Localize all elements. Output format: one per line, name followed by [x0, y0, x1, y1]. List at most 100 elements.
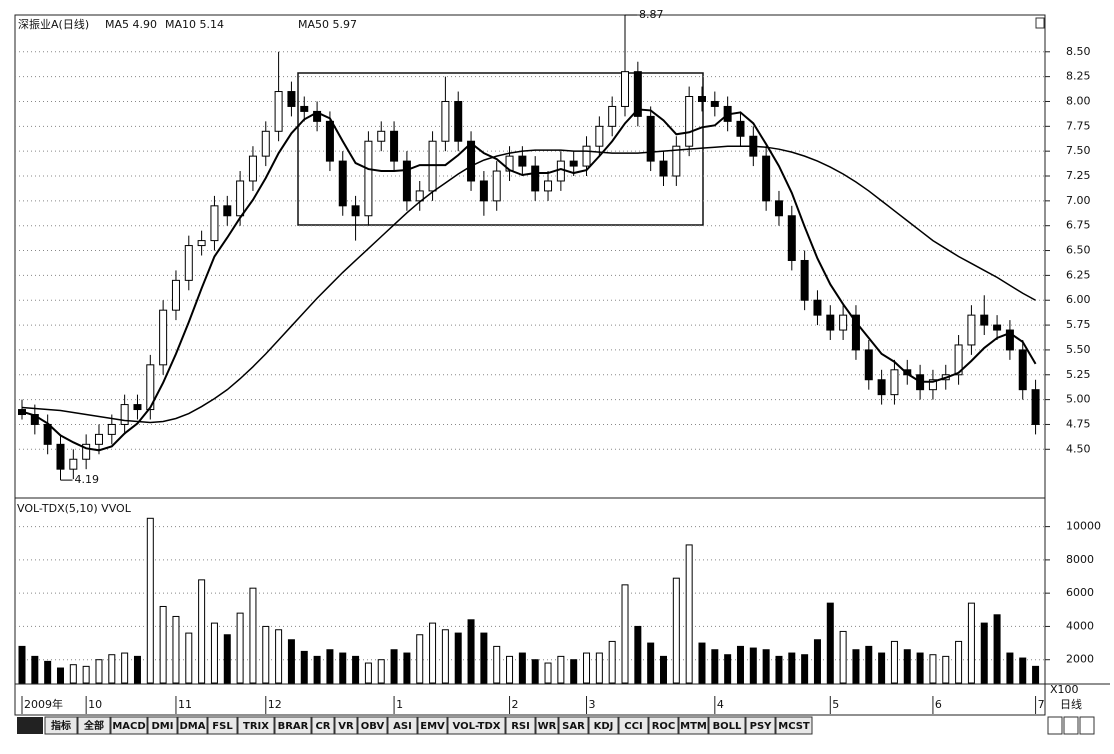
scroll-button[interactable]	[1063, 716, 1079, 735]
toolbar-tab[interactable]	[110, 716, 148, 735]
volume-bar	[210, 622, 218, 684]
volume-unit: X100	[1050, 683, 1079, 696]
period-label[interactable]: 日线	[1060, 697, 1082, 711]
candle-body	[967, 314, 976, 346]
toolbar-tab[interactable]	[648, 716, 679, 735]
toolbar-tab-label[interactable]: RSI	[511, 721, 530, 732]
candle-body	[120, 404, 129, 425]
candle-body	[800, 259, 809, 301]
volume-bar	[570, 659, 578, 684]
x-tick-label: 2009年	[24, 697, 63, 711]
toolbar-tab-label[interactable]: TRIX	[243, 721, 269, 732]
toolbar-tab-label[interactable]: MACD	[112, 721, 145, 732]
toolbar-tab[interactable]	[505, 716, 536, 735]
toolbar-tab-label[interactable]: VR	[338, 721, 354, 732]
toolbar-tab[interactable]	[237, 716, 275, 735]
chart-frame	[14, 14, 1046, 716]
volume-bar	[313, 655, 321, 684]
toolbar-tab[interactable]	[447, 716, 506, 735]
volume-bar	[480, 632, 488, 684]
window-button[interactable]	[1035, 17, 1045, 29]
toolbar-tab[interactable]	[274, 716, 312, 735]
candle-body	[479, 180, 488, 202]
toolbar-tab[interactable]	[177, 716, 208, 735]
volume-bar	[275, 629, 283, 684]
toolbar-tab-label[interactable]: PSY	[750, 721, 773, 732]
candle-body	[531, 165, 540, 192]
toolbar-tab[interactable]	[334, 716, 358, 735]
volume-bar	[69, 664, 77, 684]
y-tick-label: 8.00	[1066, 94, 1091, 107]
volume-bar	[839, 630, 847, 684]
toolbar-tab-label[interactable]: BRAR	[278, 721, 309, 732]
toolbar-tab[interactable]	[311, 716, 335, 735]
toolbar-tab-label[interactable]: MCST	[778, 721, 810, 732]
volume-bar	[82, 665, 90, 684]
toolbar-tab[interactable]	[708, 716, 746, 735]
volume-bar	[441, 629, 449, 684]
volume-bar	[801, 654, 809, 684]
toolbar-tab-label[interactable]: FSL	[212, 721, 233, 732]
toolbar-tab[interactable]	[558, 716, 589, 735]
candle-body	[621, 71, 630, 107]
volume-bar	[262, 625, 270, 684]
toolbar-tab[interactable]	[535, 716, 559, 735]
ma-label: MA50 5.97	[298, 18, 357, 31]
toolbar-tab[interactable]	[387, 716, 418, 735]
toolbar-tab[interactable]	[147, 716, 178, 735]
toolbar-tab-label[interactable]: BOLL	[713, 721, 742, 732]
toolbar-tab-label[interactable]: CCI	[624, 721, 642, 732]
toolbar-tab[interactable]	[618, 716, 649, 735]
toolbar-tab-label[interactable]: CR	[315, 721, 330, 732]
toolbar-tab[interactable]	[357, 716, 388, 735]
toolbar-tab-label[interactable]: 指标	[51, 719, 71, 732]
volume-bar	[903, 649, 911, 684]
volume-bar	[672, 577, 680, 684]
candle-body	[377, 130, 386, 142]
toolbar-tab[interactable]	[588, 716, 619, 735]
toolbar-blank	[17, 717, 43, 734]
toolbar-tab-label[interactable]: WR	[538, 721, 557, 732]
candle-body	[248, 155, 257, 182]
candle-body	[928, 379, 937, 391]
volume-bar	[44, 660, 52, 684]
toolbar-tab-label[interactable]: DMA	[180, 721, 206, 732]
candle-body	[351, 205, 360, 217]
toolbar-tab-label[interactable]: MTM	[680, 721, 707, 732]
volume-bar	[942, 655, 950, 684]
x-tick-label: 7	[1038, 698, 1045, 711]
toolbar-tab-label[interactable]: 全部	[83, 719, 104, 732]
toolbar-tab-label[interactable]: SAR	[562, 721, 585, 732]
y-tick-label: 10000	[1066, 520, 1101, 533]
toolbar-tab[interactable]	[77, 716, 111, 735]
toolbar-tab[interactable]	[417, 716, 448, 735]
scroll-button[interactable]	[1047, 716, 1063, 735]
candle-body	[646, 115, 655, 162]
toolbar-tab-label[interactable]: KDJ	[594, 721, 614, 732]
volume-bar	[133, 655, 141, 684]
toolbar-tab[interactable]	[678, 716, 709, 735]
moving-average	[21, 145, 1036, 424]
volume-title: VOL-TDX(5,10) VVOL	[17, 502, 132, 515]
toolbar-tab[interactable]	[745, 716, 776, 735]
candle-body	[595, 125, 604, 147]
toolbar-tab-label[interactable]: DMI	[152, 721, 174, 732]
toolbar-tab-label[interactable]: ASI	[393, 721, 412, 732]
toolbar-tab[interactable]	[207, 716, 238, 735]
toolbar-tab[interactable]	[44, 716, 78, 735]
toolbar-tab-label[interactable]: OBV	[361, 721, 385, 732]
candle-body	[851, 314, 860, 351]
candle-body	[826, 314, 835, 331]
toolbar-tab-label[interactable]: VOL-TDX	[453, 721, 501, 732]
toolbar-tab-label[interactable]: EMV	[420, 721, 445, 732]
scroll-button[interactable]	[1079, 716, 1095, 735]
volume-bar	[595, 652, 603, 684]
candle-body	[659, 160, 668, 177]
toolbar-tab[interactable]	[775, 716, 813, 735]
candle-body	[993, 324, 1002, 331]
volume-bar	[108, 654, 116, 684]
moving-average	[21, 108, 1037, 452]
y-tick-label: 6.25	[1066, 268, 1091, 281]
y-tick-label: 6.50	[1066, 244, 1091, 257]
toolbar-tab-label[interactable]: ROC	[652, 721, 676, 732]
